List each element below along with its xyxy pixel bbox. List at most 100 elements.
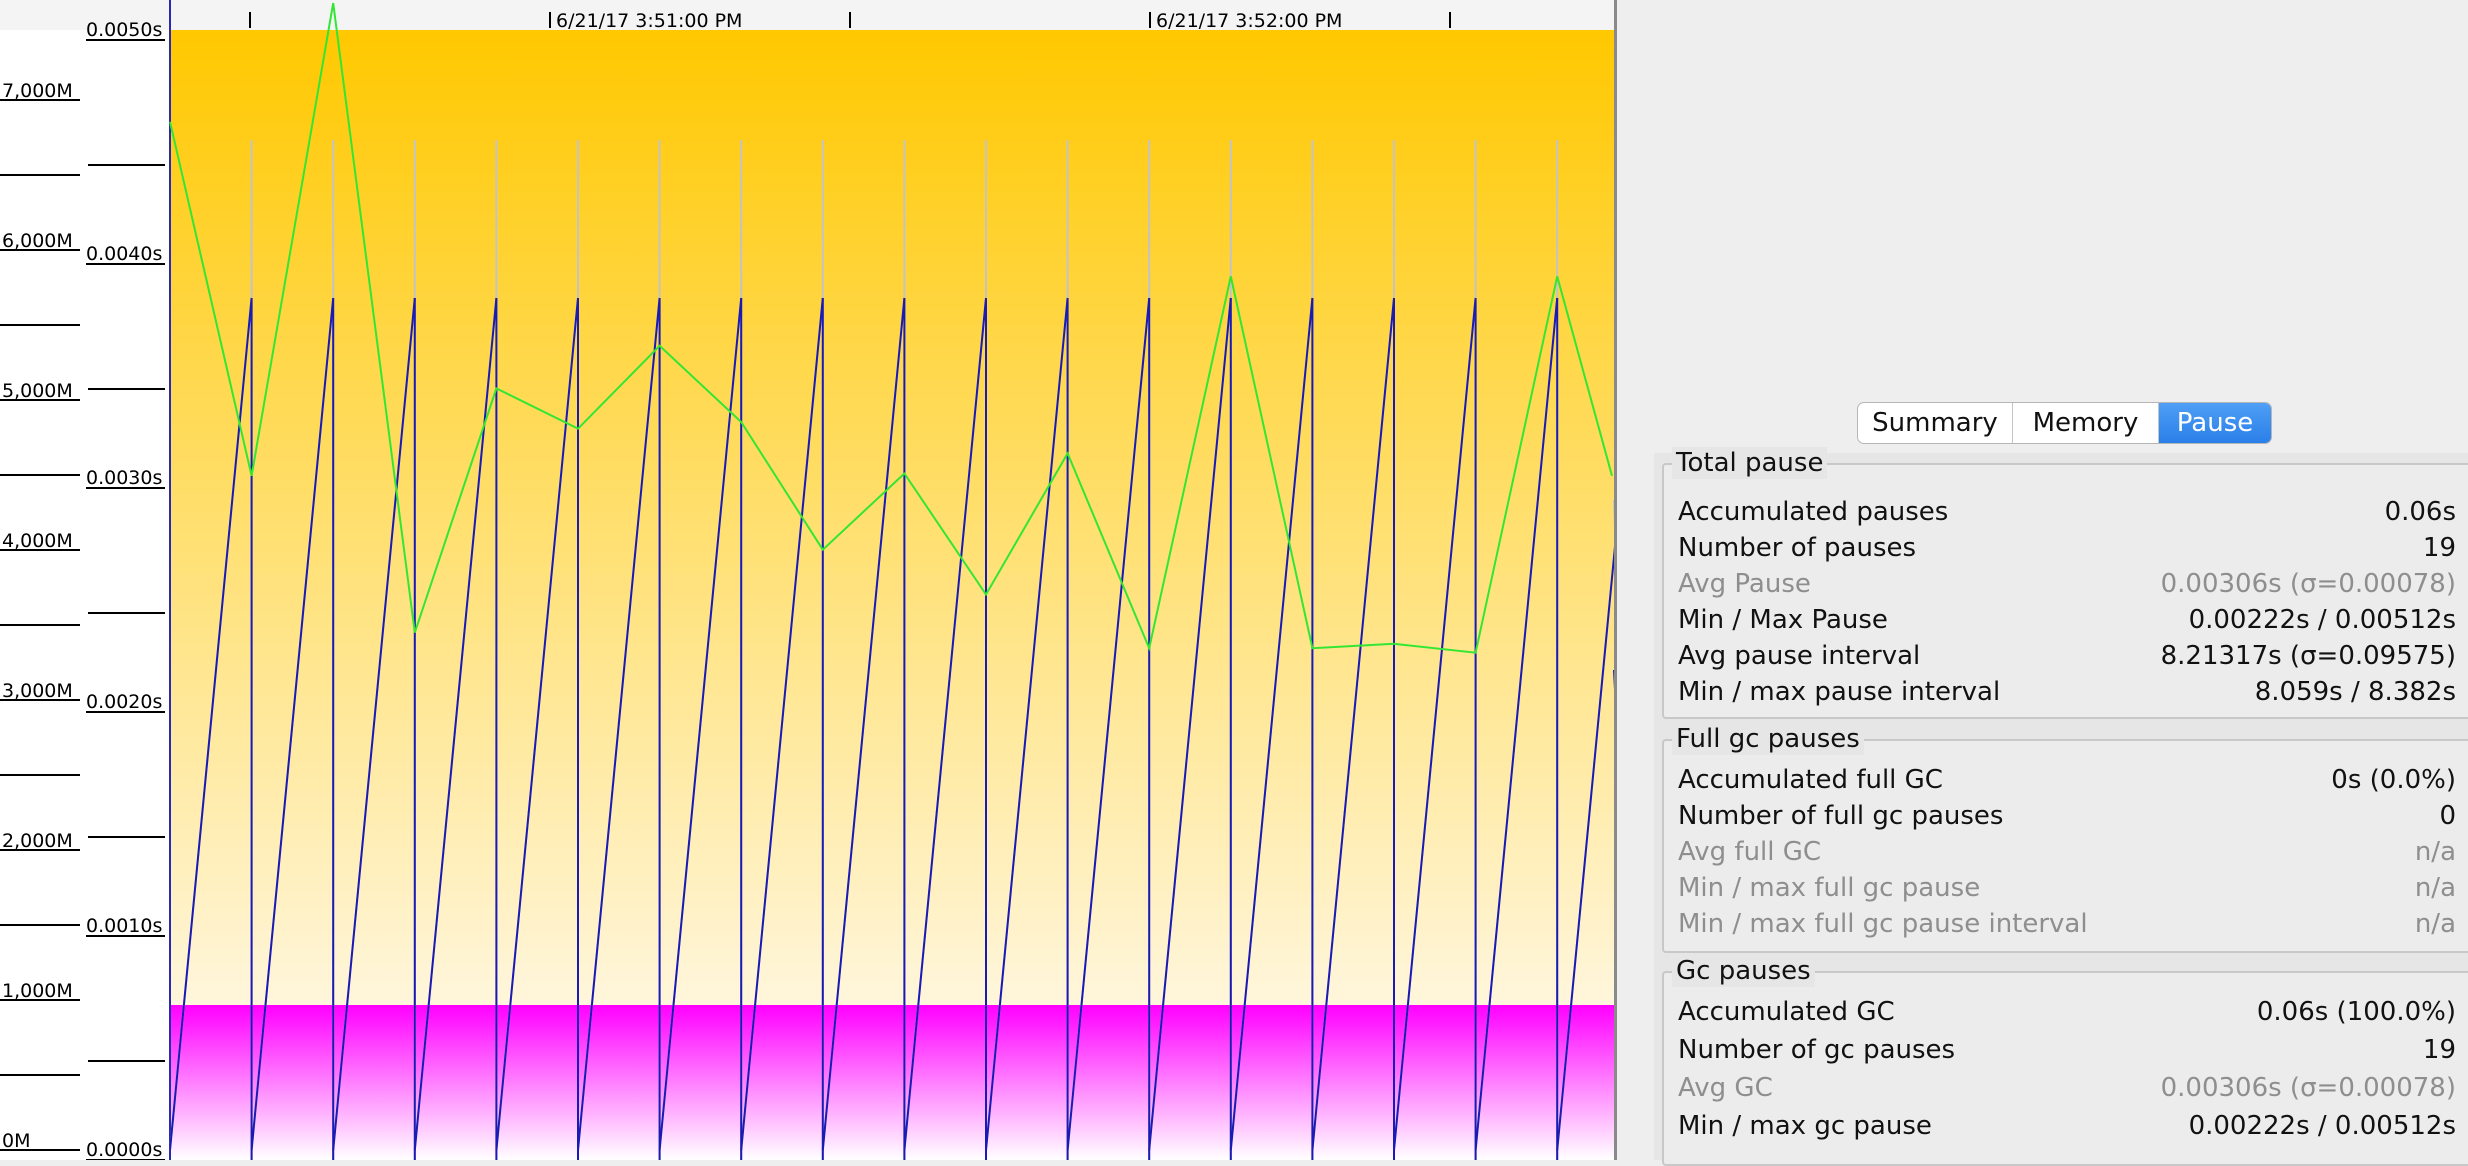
stat-value: 8.21317s (σ=0.09575) [2160,641,2456,671]
stat-row: Accumulated full GC 0s (0.0%) [1678,763,2456,797]
used-memory-rise [658,297,743,1151]
stats-area: Total pause Accumulated pauses 0.06s Numb… [1654,447,2468,1166]
memory-tick-label: 2,000M [2,830,73,852]
stat-value: 0.06s [2384,497,2456,527]
pause-tick-label: 0.0010s [86,915,162,937]
stat-label: Number of pauses [1678,533,1917,563]
stat-row: Avg GC 0.00306s (σ=0.00078) [1678,1071,2456,1105]
used-memory-rise [1066,297,1151,1151]
used-memory-rise [1148,297,1232,1151]
stat-label: Avg GC [1678,1073,1773,1103]
stat-row: Min / max pause interval 8.059s / 8.382s [1678,675,2456,709]
stat-value: 0s (0.0%) [2331,765,2456,795]
stat-value: 0.00222s / 0.00512s [2188,605,2456,635]
used-memory-rise [740,297,824,1151]
stat-row: Avg Pause 0.00306s (σ=0.00078) [1678,567,2456,601]
used-memory-rise [1311,297,1395,1151]
stat-value: n/a [2414,909,2456,939]
stat-row: Accumulated pauses 0.06s [1678,495,2456,529]
stat-label: Number of full gc pauses [1678,801,2004,831]
stat-value: 0.06s (100.0%) [2256,997,2456,1027]
stat-row: Accumulated GC 0.06s (100.0%) [1678,995,2456,1029]
pause-line [169,2,1613,654]
used-memory-rise [1229,297,1314,1151]
used-memory-rise [577,297,661,1151]
pause-tick-label: 0.0020s [86,691,162,713]
tab-pause[interactable]: Pause [2159,403,2271,443]
memory-tick-label: 7,000M [2,80,73,102]
stat-value: 0.00222s / 0.00512s [2188,1111,2456,1141]
stat-value: 0.00306s (σ=0.00078) [2160,1073,2456,1103]
used-memory-rise [250,297,335,1151]
stat-value: 8.059s / 8.382s [2254,677,2456,707]
stat-label: Avg pause interval [1678,641,1921,671]
group-title: Full gc pauses [1672,723,1864,755]
memory-tick-label: 5,000M [2,380,73,402]
timeline-label-2: 6/21/17 3:52:00 PM [1156,10,1342,32]
group-full-gc: Full gc pauses Accumulated full GC 0s (0.… [1662,723,2468,953]
stat-value: 19 [2422,1035,2456,1065]
memory-tick-label: 6,000M [2,230,73,252]
stat-label: Min / Max Pause [1678,605,1888,635]
timeline-bar [0,0,1614,30]
stat-value: 0 [2439,801,2456,831]
memory-tick-label: 3,000M [2,680,73,702]
stat-row: Number of gc pauses 19 [1678,1033,2456,1067]
stat-value: n/a [2414,873,2456,903]
stat-label: Accumulated full GC [1678,765,1943,795]
group-gc-pauses: Gc pauses Accumulated GC 0.06s (100.0%) N… [1662,955,2468,1166]
pause-tick-label: 0.0000s [86,1139,162,1160]
gc-chart[interactable]: 6/21/17 3:51:00 PM 6/21/17 3:52:00 PM 7,… [0,0,1614,1160]
pause-tick-label: 0.0030s [86,467,162,489]
stat-label: Number of gc pauses [1678,1035,1956,1065]
view-tabs: Summary Memory Pause [1857,402,2272,444]
used-memory-rise [332,297,416,1151]
stat-label: Min / max full gc pause interval [1678,909,2088,939]
used-memory-rise [495,297,579,1151]
stat-label: Avg Pause [1678,569,1811,599]
group-title: Total pause [1672,447,1828,479]
stat-row: Avg full GC n/a [1678,835,2456,869]
stat-row: Min / max gc pause 0.00222s / 0.00512s [1678,1109,2456,1143]
stat-row: Min / Max Pause 0.00222s / 0.00512s [1678,603,2456,637]
stat-row: Number of pauses 19 [1678,531,2456,565]
stat-row: Min / max full gc pause n/a [1678,871,2456,905]
memory-tick-label: 1,000M [2,980,73,1002]
used-memory-rise [821,297,906,1151]
stat-label: Min / max pause interval [1678,677,2001,707]
used-memory-rise [413,297,498,1151]
stat-label: Accumulated pauses [1678,497,1949,527]
heap-area [170,30,1614,1005]
pause-axis: 0.0050s 0.0040s 0.0030s 0.0020s 0.0010s 0.000… [86,19,165,1160]
stat-row: Min / max full gc pause interval n/a [1678,907,2456,941]
memory-tick-label: 4,000M [2,530,73,552]
used-memory-rise [1393,297,1477,1151]
young-gen-area [170,1005,1614,1160]
timeline-label-1: 6/21/17 3:51:00 PM [556,10,742,32]
group-title: Gc pauses [1672,955,1815,987]
memory-tick-label: 0M [2,1130,30,1152]
used-memory-lines [169,297,1614,1160]
stat-label: Min / max gc pause [1678,1111,1932,1141]
stat-value: n/a [2414,837,2456,867]
gc-chart-panel[interactable]: 6/21/17 3:51:00 PM 6/21/17 3:52:00 PM 7,… [0,0,1617,1160]
used-memory-rise [1474,297,1559,1151]
stat-label: Avg full GC [1678,837,1822,867]
used-memory-rise [1556,546,1614,1151]
tab-summary[interactable]: Summary [1858,403,2013,443]
stat-label: Accumulated GC [1678,997,1895,1027]
stat-value: 19 [2422,533,2456,563]
pause-tick-label: 0.0040s [86,243,162,265]
stat-label: Min / max full gc pause [1678,873,1981,903]
memory-axis: 7,000M 6,000M 5,000M 4,000M 3,000M 2,000M 1,00… [0,80,80,1152]
group-total-pause: Total pause Accumulated pauses 0.06s Numb… [1662,447,2468,719]
stat-row: Avg pause interval 8.21317s (σ=0.09575) [1678,639,2456,673]
tab-memory[interactable]: Memory [2013,403,2159,443]
stat-value: 0.00306s (σ=0.00078) [2160,569,2456,599]
timeline-ticks [249,12,1451,28]
used-memory-rise [985,297,1069,1151]
pause-tick-label: 0.0050s [86,19,162,41]
stats-panel: Summary Memory Pause Total pause Accumul… [1620,0,2468,1166]
used-memory-rise [169,297,253,1151]
stat-row: Number of full gc pauses 0 [1678,799,2456,833]
